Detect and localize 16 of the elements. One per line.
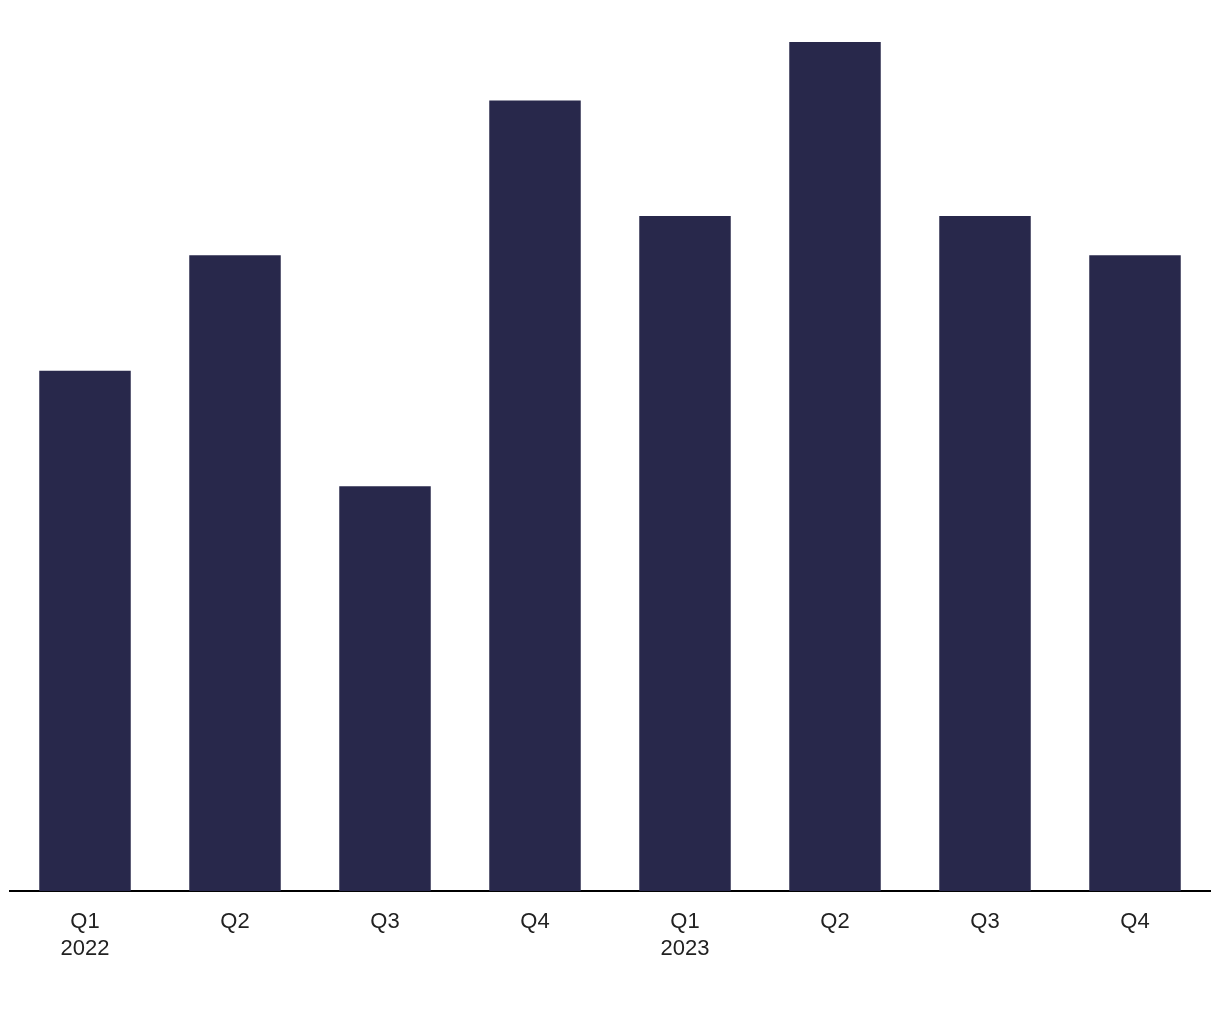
x-tick-label: Q2 xyxy=(220,908,250,934)
x-tick-label: Q1 2023 xyxy=(660,908,710,960)
x-tick-label: Q3 xyxy=(370,908,400,934)
x-tick-label: Q4 xyxy=(1120,908,1150,934)
bar xyxy=(339,486,431,892)
bar xyxy=(789,42,881,892)
bar xyxy=(39,370,131,892)
x-tick-label: Q2 xyxy=(820,908,850,934)
bar xyxy=(939,216,1031,892)
x-tick-label: Q3 xyxy=(970,908,1000,934)
bar xyxy=(489,100,581,892)
bar xyxy=(1089,255,1181,892)
bar xyxy=(639,216,731,892)
bar xyxy=(189,255,281,892)
x-tick-label: Q4 xyxy=(520,908,550,934)
x-tick-label: Q1 2022 xyxy=(60,908,110,960)
